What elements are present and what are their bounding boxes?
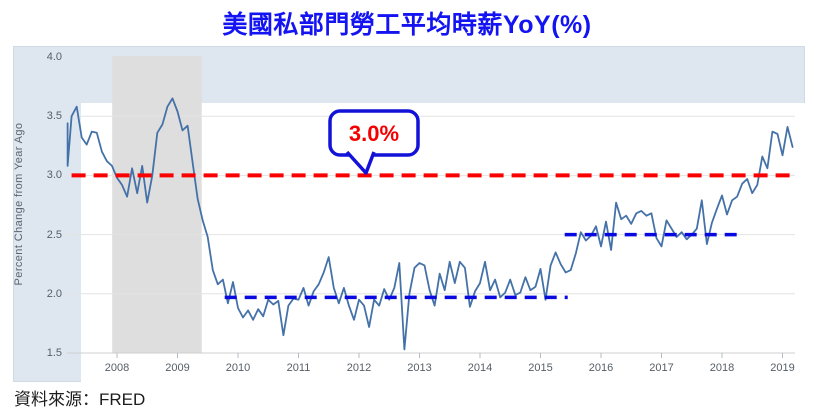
y-tick-label: 3.5 xyxy=(46,110,62,123)
y-tick-label: 3.0 xyxy=(46,169,62,182)
x-tick-label: 2012 xyxy=(346,362,372,374)
y-tick-label: 2.5 xyxy=(46,228,62,241)
x-tick-label: 2017 xyxy=(649,362,674,374)
x-tick-label: 2013 xyxy=(407,362,432,374)
plot-area xyxy=(81,103,809,400)
x-tick-label: 2018 xyxy=(709,362,735,374)
chart-title: 美國私部門勞工平均時薪YoY(%) xyxy=(222,11,592,39)
y-tick-label: 4.0 xyxy=(46,51,62,63)
chart-panel xyxy=(13,46,809,400)
x-tick-label: 2010 xyxy=(225,362,251,374)
y-tick-label: 1.5 xyxy=(46,347,62,359)
y-axis-title: Percent Change from Year Ago xyxy=(13,122,25,286)
x-tick-label: 2008 xyxy=(104,362,130,374)
x-tick-label: 2015 xyxy=(528,362,553,374)
x-tick-label: 2014 xyxy=(467,362,493,374)
x-tick-label: 2016 xyxy=(588,362,614,374)
source-note: 資料來源：FRED xyxy=(14,390,146,409)
x-tick-label: 2011 xyxy=(286,362,311,374)
y-tick-label: 2.0 xyxy=(46,287,62,300)
x-tick-label: 2009 xyxy=(165,362,190,374)
x-tick-label: 2019 xyxy=(770,362,795,374)
